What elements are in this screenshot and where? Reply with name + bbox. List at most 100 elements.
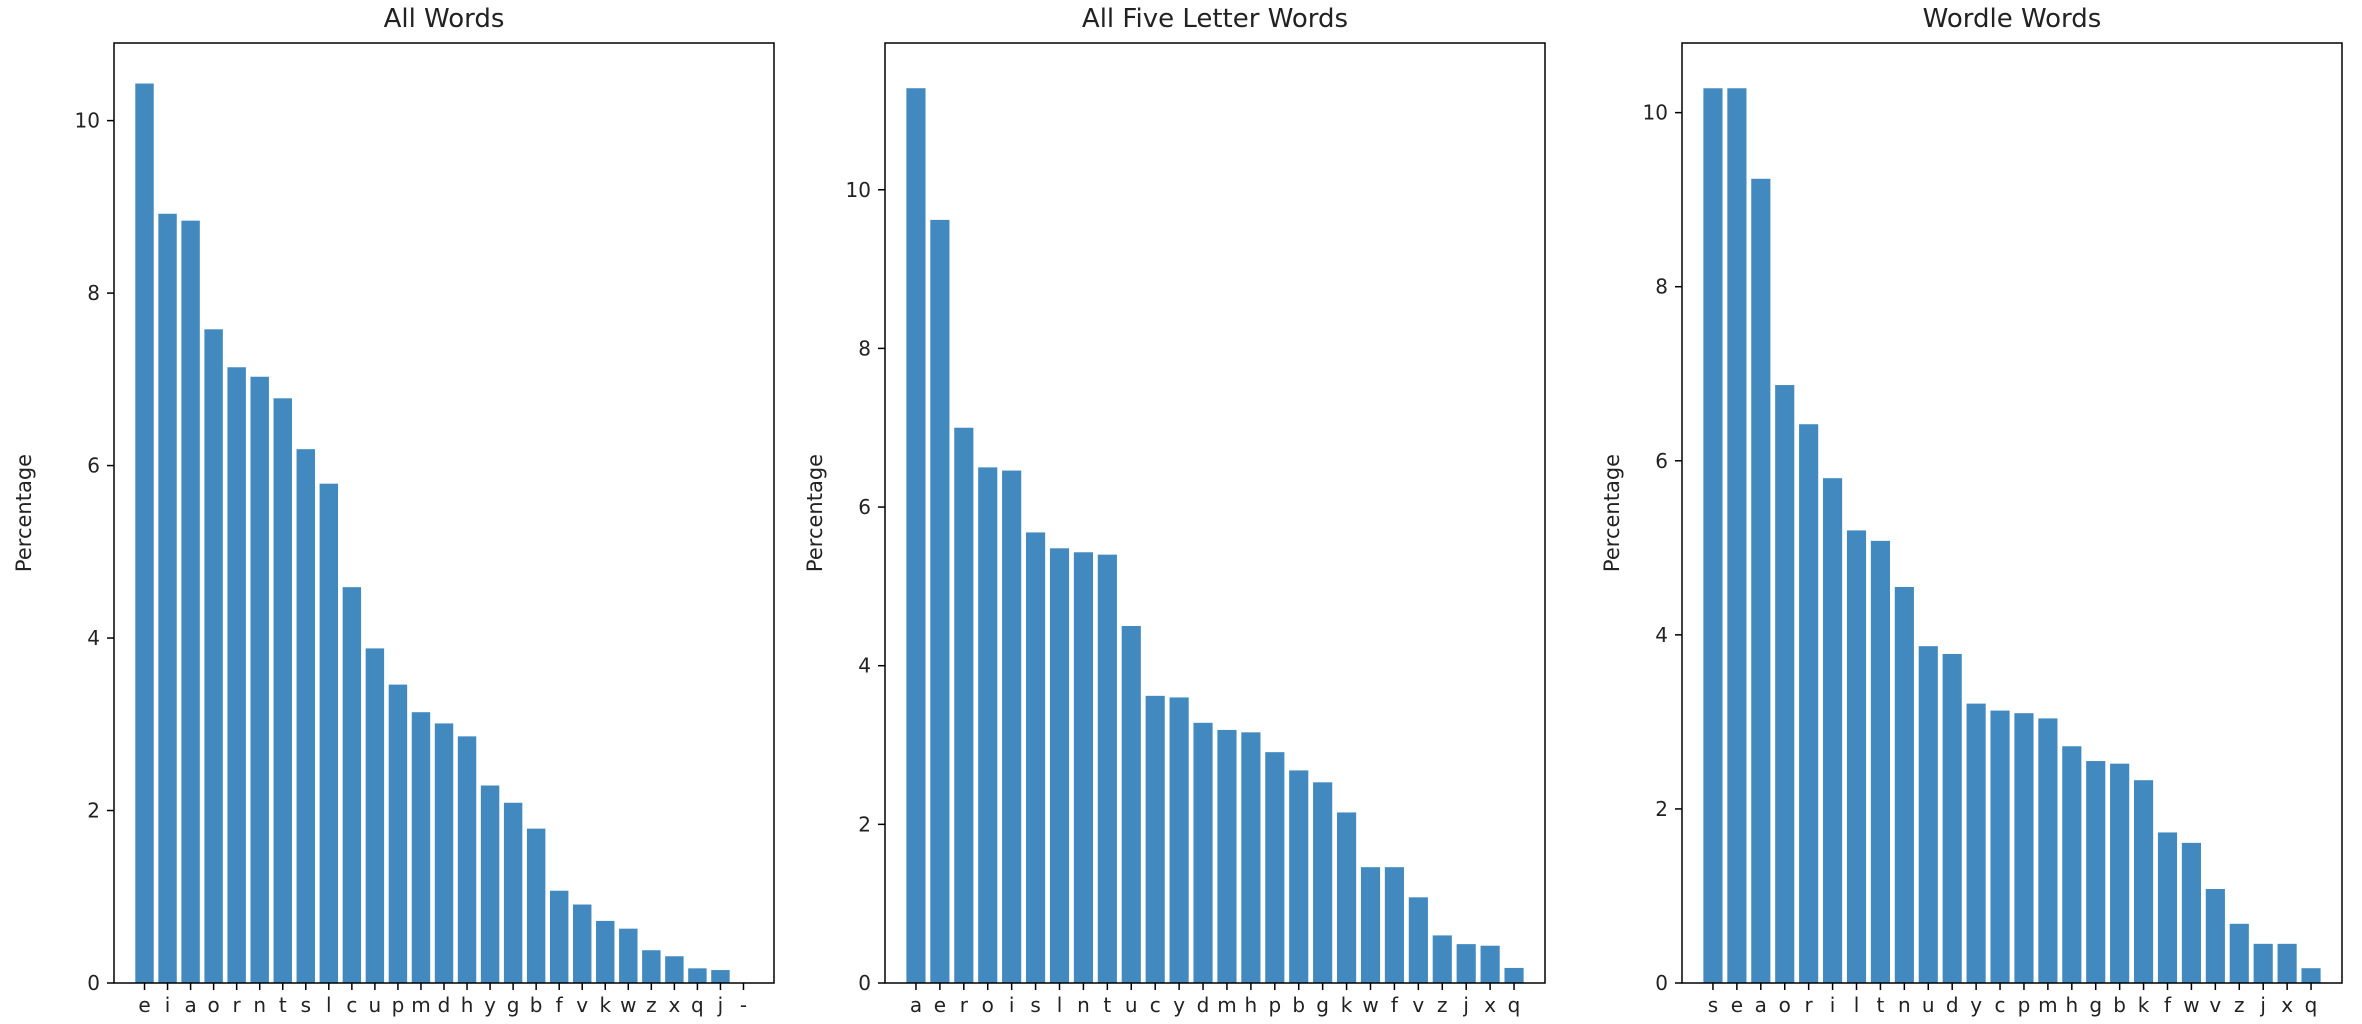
y-axis-label: Percentage xyxy=(803,454,827,572)
bar-x xyxy=(2277,943,2297,983)
y-tick-label: 10 xyxy=(846,178,871,202)
chart-title: All Five Letter Words xyxy=(1082,4,1348,34)
bar-l xyxy=(1846,530,1867,983)
y-tick-label: 0 xyxy=(87,971,100,995)
bar-w xyxy=(1360,867,1381,983)
y-tick-label: 6 xyxy=(1655,449,1668,473)
bar-f xyxy=(2157,832,2178,983)
x-tick-label: u xyxy=(1922,993,1935,1017)
x-tick-label: m xyxy=(2038,993,2057,1017)
x-tick-label: a xyxy=(910,993,922,1017)
bar-m xyxy=(2038,718,2058,983)
bar-s xyxy=(1703,88,1723,983)
x-tick-label: n xyxy=(253,993,266,1017)
x-tick-label: y xyxy=(1173,993,1185,1017)
bar-z xyxy=(2229,923,2249,983)
bar-v xyxy=(573,904,592,983)
x-tick-label: t xyxy=(1877,993,1885,1017)
bar-p xyxy=(388,684,408,983)
bar-q xyxy=(688,968,707,983)
y-axis-label: Percentage xyxy=(1600,454,1624,572)
bar-e xyxy=(930,219,950,983)
y-tick-label: 0 xyxy=(1655,971,1668,995)
x-tick-label: l xyxy=(1057,993,1063,1017)
x-tick-label: v xyxy=(576,993,588,1017)
bar-j xyxy=(1456,944,1476,983)
x-tick-label: u xyxy=(369,993,382,1017)
x-tick-label: r xyxy=(1805,993,1814,1017)
x-tick-label: g xyxy=(507,993,520,1017)
x-tick-label: o xyxy=(208,993,220,1017)
x-tick-label: a xyxy=(1755,993,1767,1017)
x-tick-label: o xyxy=(982,993,994,1017)
bar-a xyxy=(906,88,926,984)
x-tick-label: z xyxy=(646,993,657,1017)
bar-d xyxy=(1942,654,1962,983)
bar-e xyxy=(1727,88,1747,983)
y-tick-label: 8 xyxy=(87,281,100,305)
x-tick-label: c xyxy=(1150,993,1161,1017)
x-tick-label: t xyxy=(1103,993,1111,1017)
x-tick-label: f xyxy=(2164,993,2172,1017)
bar-h xyxy=(2062,746,2082,983)
x-tick-label: m xyxy=(1217,993,1236,1017)
x-tick-label: k xyxy=(1341,993,1353,1017)
x-tick-label: w xyxy=(1362,993,1378,1017)
bar-e xyxy=(135,83,154,983)
x-tick-label: i xyxy=(165,993,171,1017)
bar-k xyxy=(596,920,615,983)
bar-r xyxy=(1799,424,1819,984)
bar-u xyxy=(365,648,385,983)
chart-title: Wordle Words xyxy=(1923,4,2102,34)
x-tick-label: c xyxy=(346,993,357,1017)
x-tick-label: q xyxy=(691,993,704,1017)
x-tick-label: p xyxy=(1268,993,1281,1017)
bar-b xyxy=(2110,763,2130,983)
x-tick-label: k xyxy=(599,993,611,1017)
x-tick-label: y xyxy=(484,993,496,1017)
x-tick-label: w xyxy=(620,993,636,1017)
bar-u xyxy=(1121,626,1141,983)
x-tick-label: a xyxy=(184,993,196,1017)
x-tick-label: g xyxy=(2089,993,2102,1017)
y-tick-label: 8 xyxy=(1655,275,1668,299)
x-tick-label: b xyxy=(1292,993,1305,1017)
y-tick-label: 0 xyxy=(858,971,871,995)
x-tick-label: i xyxy=(1830,993,1836,1017)
x-tick-label: n xyxy=(1898,993,1911,1017)
bar-l xyxy=(319,483,339,983)
y-axis-label: Percentage xyxy=(12,454,36,572)
bar-o xyxy=(204,329,223,983)
bar-z xyxy=(1432,935,1452,983)
x-tick-label: y xyxy=(1970,993,1982,1017)
bar-h xyxy=(457,736,477,983)
x-tick-label: d xyxy=(438,993,451,1017)
y-tick-label: 2 xyxy=(1655,797,1668,821)
bar-d xyxy=(1193,722,1213,983)
x-tick-label: p xyxy=(392,993,405,1017)
bar-f xyxy=(1384,867,1404,983)
x-tick-label: c xyxy=(1995,993,2006,1017)
x-tick-label: j xyxy=(717,993,724,1017)
x-tick-label: n xyxy=(1077,993,1090,1017)
x-tick-label: - xyxy=(740,993,747,1017)
x-tick-label: k xyxy=(2138,993,2150,1017)
x-tick-label: d xyxy=(1946,993,1959,1017)
bar-d xyxy=(434,723,454,983)
x-tick-label: h xyxy=(461,993,474,1017)
bar-i xyxy=(1823,478,1843,983)
bar-q xyxy=(2301,968,2321,983)
x-tick-label: z xyxy=(1437,993,1448,1017)
bar-v xyxy=(2205,889,2225,983)
y-tick-label: 4 xyxy=(1655,623,1668,647)
bar-p xyxy=(2014,713,2034,983)
x-tick-label: b xyxy=(2113,993,2126,1017)
bar-i xyxy=(1002,470,1022,983)
bar-j xyxy=(711,970,730,983)
x-tick-label: v xyxy=(2209,993,2221,1017)
x-tick-label: h xyxy=(2065,993,2078,1017)
y-tick-label: 2 xyxy=(87,799,100,823)
x-tick-label: h xyxy=(1245,993,1258,1017)
